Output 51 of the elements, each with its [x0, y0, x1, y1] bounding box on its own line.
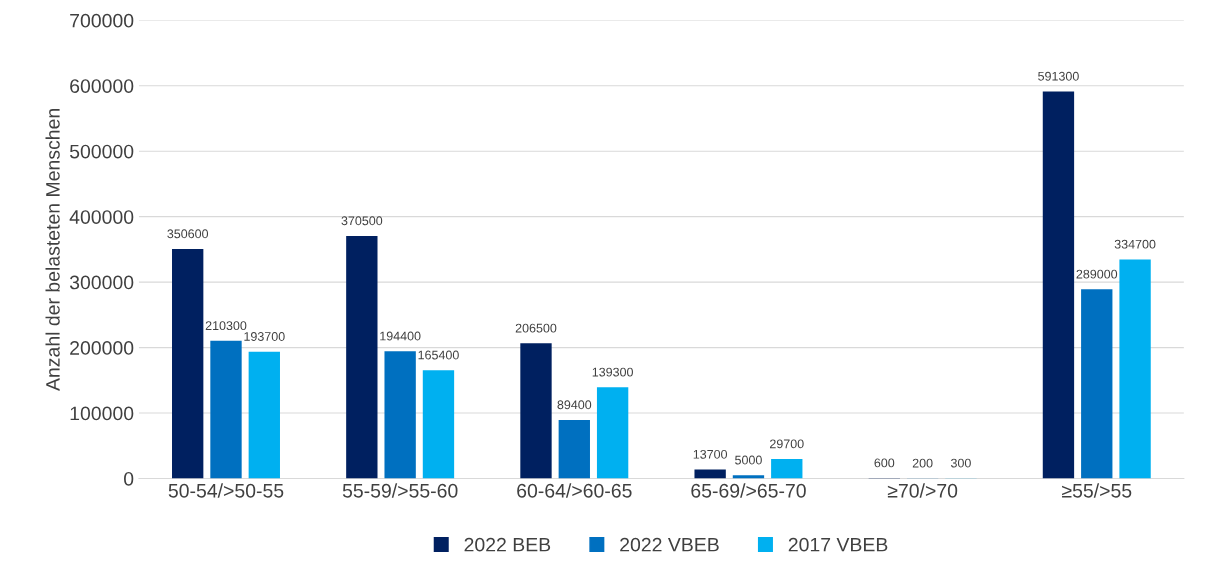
y-tick-label: 300000 [69, 275, 134, 290]
data-label: 193700 [244, 332, 285, 341]
data-label: 200 [912, 458, 933, 468]
data-label: 89400 [557, 400, 592, 410]
bar [422, 370, 455, 479]
legend-label: 2017 VBEB [788, 537, 888, 552]
legend-label: 2022 BEB [464, 537, 551, 552]
data-label: 591300 [1038, 71, 1079, 81]
data-label: 139300 [592, 367, 633, 377]
y-tick-label: 200000 [70, 341, 134, 355]
x-tick-label: 65-69/>65-70 [691, 483, 806, 498]
data-label: 370500 [341, 216, 383, 226]
x-tick-label: 50-54/>50-55 [168, 483, 284, 498]
data-label: 13700 [693, 449, 728, 459]
bar [1119, 259, 1151, 479]
y-tick-label: 100000 [70, 406, 134, 421]
bar [346, 235, 378, 479]
bar [771, 459, 803, 479]
x-tick-label: ≥70/>70 [887, 483, 958, 498]
bar [1042, 91, 1075, 479]
bar [596, 387, 629, 479]
data-label: 334700 [1114, 239, 1156, 249]
legend-label: 2022 VBEB [620, 537, 719, 552]
x-tick-label: ≥55/>55 [1062, 483, 1132, 498]
data-label: 29700 [770, 439, 804, 449]
bar [520, 343, 552, 479]
bar [732, 475, 765, 479]
bar [172, 249, 204, 479]
bar [210, 340, 242, 479]
data-label: 165400 [418, 350, 459, 360]
data-label: 289000 [1076, 269, 1118, 279]
data-label: 600 [874, 458, 895, 468]
data-label: 5000 [735, 455, 762, 465]
bar [384, 351, 416, 479]
data-label: 210300 [205, 321, 247, 331]
x-tick-label: 60-64/>60-65 [517, 483, 632, 498]
bar [1081, 289, 1113, 479]
y-tick-label: 700000 [70, 13, 134, 28]
y-tick-label: 0 [124, 471, 134, 486]
data-label: 206500 [515, 323, 557, 333]
data-label: 194400 [380, 331, 421, 341]
y-tick-label: 400000 [69, 210, 134, 224]
bar [694, 469, 726, 479]
bar [248, 351, 280, 479]
data-label: 300 [950, 458, 971, 468]
x-tick-label: 55-59/>55-60 [342, 483, 458, 498]
y-tick-label: 600000 [70, 79, 134, 93]
y-axis-title: Anzahl der belasteten Menschen [45, 109, 60, 391]
bar [558, 419, 590, 479]
data-label: 350600 [167, 229, 209, 239]
y-tick-label: 500000 [69, 144, 134, 159]
